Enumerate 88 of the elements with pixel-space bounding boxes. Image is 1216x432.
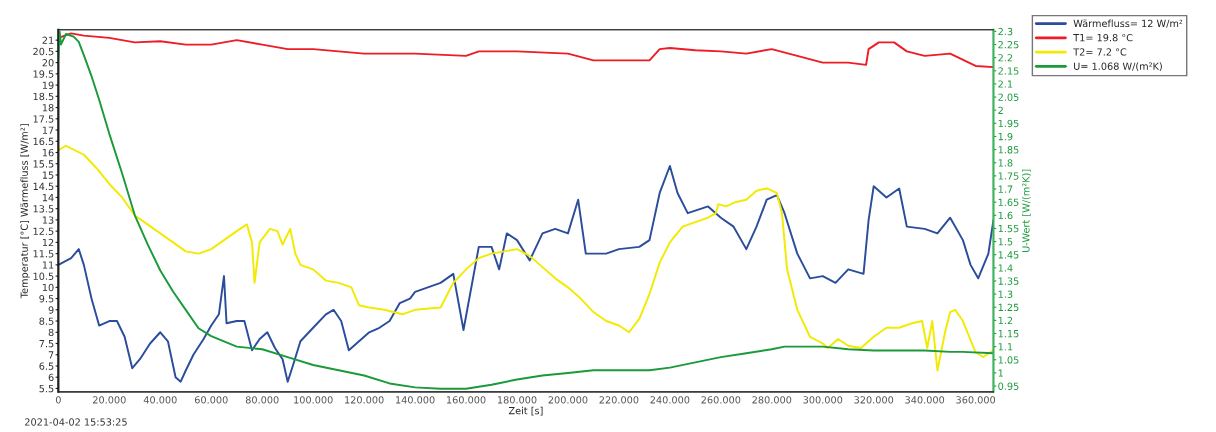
y-tick-label: 15 <box>42 171 54 179</box>
y2-tick-label: 1.95 <box>998 119 1019 128</box>
y-tick-label: 18.5 <box>33 92 54 101</box>
y2-axis-title: U-Wert [W/(m²K)] <box>1022 169 1031 252</box>
y-tick-label: 11.5 <box>33 250 54 258</box>
y-tick-label: 11 <box>42 261 54 269</box>
x-tick-label: 200.000 <box>548 396 588 404</box>
x-tick-label: 180.000 <box>497 396 537 404</box>
y2-tick-label: 1 <box>998 369 1003 377</box>
y2-tick-label: 1.45 <box>998 251 1019 259</box>
y-tick-label: 7 <box>48 351 54 359</box>
y-tick-label: 20.5 <box>33 47 54 56</box>
x-tick-label: 320.000 <box>854 396 894 404</box>
x-tick-label: 160.000 <box>447 396 486 404</box>
y2-tick-label: 2.2 <box>998 54 1013 62</box>
y-tick-label: 19.5 <box>33 70 54 78</box>
y-tick-label: 15.5 <box>33 160 54 168</box>
y-tick-label: 13 <box>42 216 54 224</box>
y-tick-label: 12.5 <box>33 227 54 235</box>
y2-tick-label: 1.9 <box>998 132 1013 141</box>
y-tick-label: 10.5 <box>33 272 54 280</box>
x-tick-label: 60.000 <box>194 396 228 404</box>
y-tick-label: 8 <box>48 328 54 337</box>
y-tick-label: 6 <box>48 373 54 382</box>
y-tick-label: 14 <box>42 194 54 202</box>
y2-tick-label: 2.3 <box>998 27 1013 36</box>
y2-tick-label: 1.75 <box>998 172 1019 180</box>
y2-tick-label: 1.05 <box>998 356 1019 364</box>
y-tick-label: 13.5 <box>33 205 54 213</box>
y2-tick-label: 2 <box>998 106 1003 114</box>
y-tick-label: 21 <box>42 36 54 44</box>
y2-tick-label: 1.65 <box>998 198 1019 206</box>
y2-tick-label: 1.8 <box>998 159 1013 167</box>
y-tick-label: 16 <box>42 148 54 157</box>
line-series <box>58 30 994 390</box>
y2-tick-label: 1.6 <box>998 211 1013 220</box>
x-tick-label: 140.000 <box>396 396 435 404</box>
y-tick-label: 6.5 <box>39 362 54 370</box>
y2-tick-label: 1.5 <box>998 238 1013 246</box>
legend-label: T2= 7.2 °C <box>1073 48 1127 56</box>
x-tick-label: 240.000 <box>650 396 690 404</box>
y-tick-label: 20 <box>42 59 54 67</box>
x-tick-label: 120.000 <box>345 396 384 404</box>
y2-tick-label: 1.35 <box>998 277 1019 285</box>
x-tick-label: 260.000 <box>701 396 741 404</box>
y2-tick-label: 1.55 <box>998 225 1019 233</box>
y2-tick-label: 1.15 <box>998 330 1019 338</box>
x-tick-label: 80.000 <box>245 396 279 404</box>
legend-label: U= 1.068 W/(m²K) <box>1074 62 1162 72</box>
y-tick-label: 5.5 <box>39 385 54 393</box>
x-tick-label: 220.000 <box>599 396 639 404</box>
text: 2021-04-02 15:53:25 <box>25 418 127 426</box>
x-tick-label: 100.000 <box>294 396 333 404</box>
y2-tick-label: 1.4 <box>998 264 1013 272</box>
y-tick-label: 18 <box>42 104 54 112</box>
y-tick-label: 9 <box>48 306 54 314</box>
y2-tick-label: 1.25 <box>998 303 1019 312</box>
y2-tick-label: 2.1 <box>998 80 1013 88</box>
x-tick-label: 280.000 <box>752 396 792 404</box>
y-axis-title: Temperatur [°C] Wärmefluss [W/m²] <box>20 124 30 299</box>
y-tick-label: 7.5 <box>39 340 54 348</box>
x-tick-label: 360.000 <box>956 396 996 404</box>
y2-tick-label: 2.15 <box>998 67 1019 75</box>
y2-tick-label: 1.3 <box>998 290 1013 298</box>
y-tick-label: 12 <box>42 238 54 247</box>
y2-tick-label: 1.2 <box>998 316 1013 325</box>
y2-tick-label: 2.05 <box>998 93 1019 101</box>
legend-label: T1= 19.8 °C <box>1073 33 1133 42</box>
x-axis-title: Zeit [s] <box>508 406 543 416</box>
y2-tick-label: 2.25 <box>998 41 1019 49</box>
y2-tick-label: 1.7 <box>998 185 1013 193</box>
y-tick-label: 14.5 <box>33 182 54 191</box>
x-tick-label: 340.000 <box>905 396 945 404</box>
y2-tick-label: 1.85 <box>998 146 1019 154</box>
x-tick-label: 0 <box>55 396 61 404</box>
y-tick-label: 16.5 <box>33 137 54 146</box>
y-tick-label: 19 <box>42 81 54 89</box>
x-tick-label: 300.000 <box>803 396 843 404</box>
y2-tick-label: 1.1 <box>998 343 1013 351</box>
y-tick-label: 17.5 <box>33 115 54 123</box>
y-tick-label: 10 <box>42 283 54 292</box>
y-tick-label: 9.5 <box>39 295 54 303</box>
y-tick-label: 17 <box>42 126 54 134</box>
x-tick-label: 40.000 <box>143 396 177 404</box>
x-tick-label: 20.000 <box>93 396 126 404</box>
y2-tick-label: 0.95 <box>998 382 1019 390</box>
legend-label: Wärmefluss= 12 W/m² <box>1073 19 1183 28</box>
y-tick-label: 8.5 <box>39 317 54 325</box>
